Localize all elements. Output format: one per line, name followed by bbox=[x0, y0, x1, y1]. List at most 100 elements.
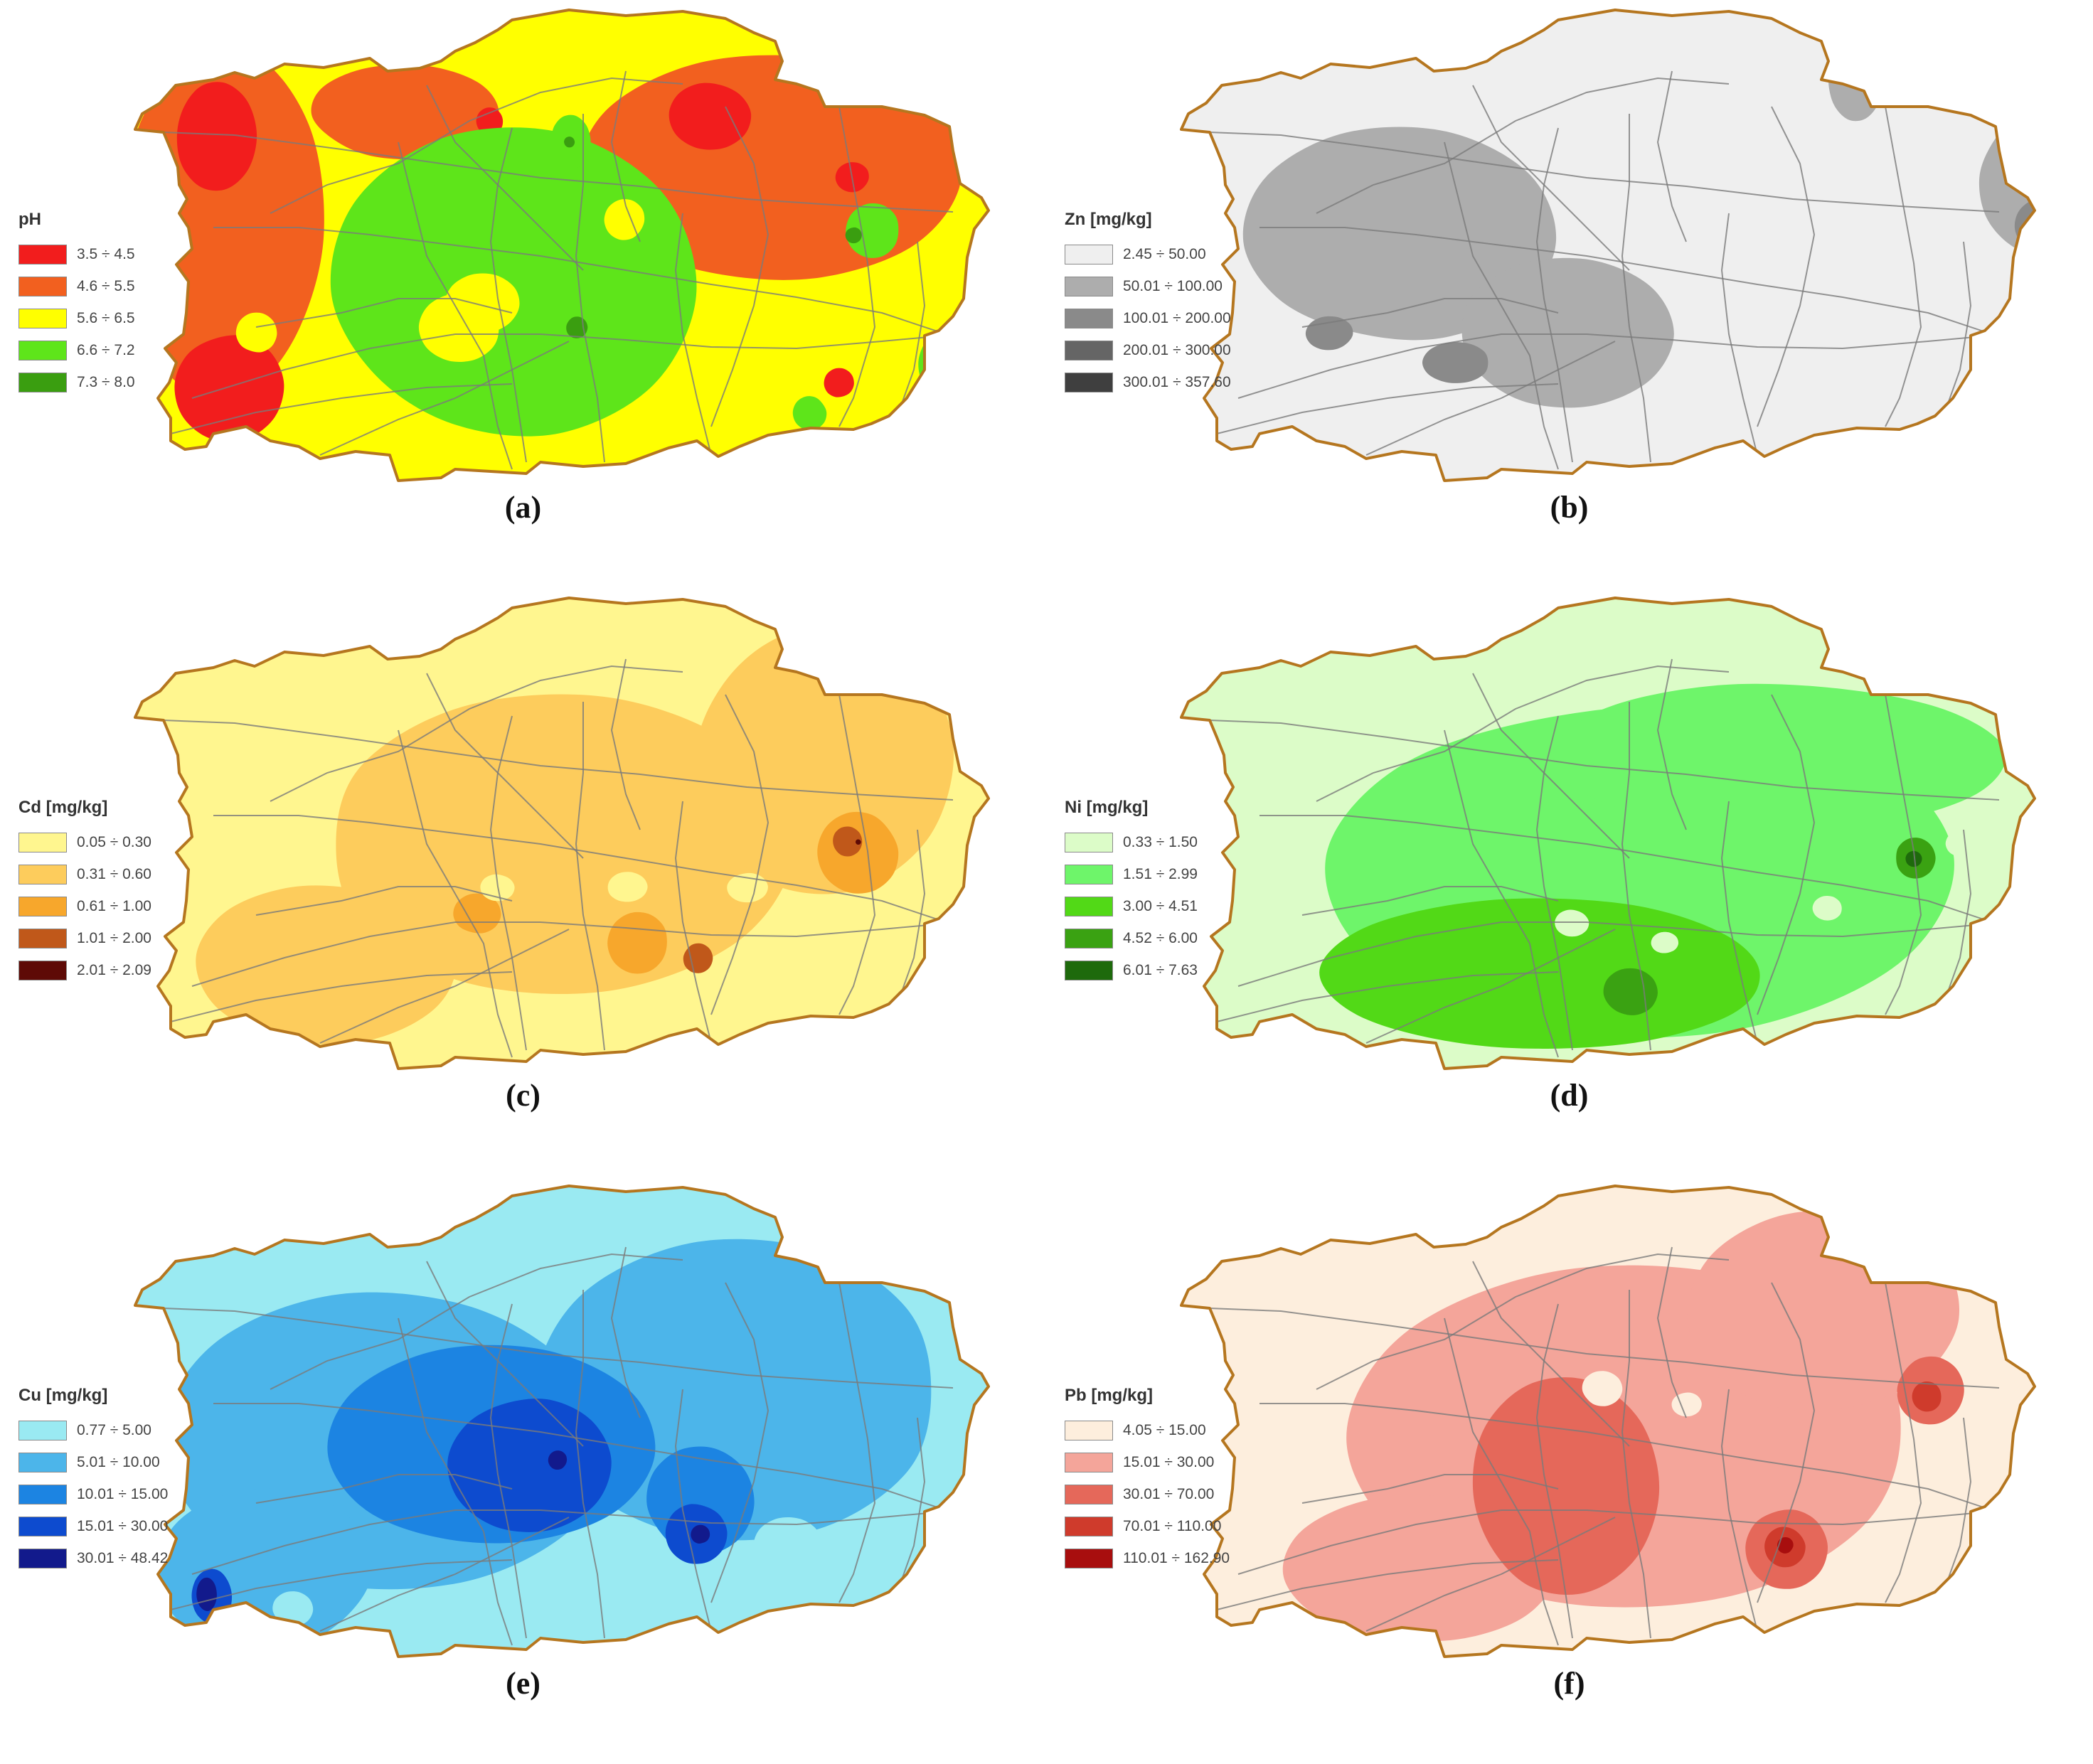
road-line bbox=[1535, 715, 1573, 1051]
map-panel-pb: Pb [mg/kg] 4.05 ÷ 15.00 15.01 ÷ 30.00 30… bbox=[1046, 1176, 2092, 1764]
road-line bbox=[1656, 70, 1687, 242]
legend-label: 30.01 ÷ 48.42 bbox=[77, 1549, 169, 1566]
legend-item: 0.33 ÷ 1.50 bbox=[1065, 826, 1278, 858]
road-line bbox=[610, 1246, 641, 1418]
class-zone bbox=[918, 332, 974, 399]
road-line bbox=[255, 886, 513, 916]
class-zone bbox=[604, 199, 645, 240]
class-zone bbox=[845, 227, 862, 244]
legend-item: 0.77 ÷ 5.00 bbox=[18, 1414, 232, 1446]
study-area-boundary bbox=[1180, 9, 2036, 482]
legend-item: 70.01 ÷ 110.00 bbox=[1065, 1510, 1278, 1542]
road-line bbox=[1942, 241, 1972, 420]
class-zone bbox=[669, 82, 752, 150]
legend-label: 0.77 ÷ 5.00 bbox=[77, 1421, 151, 1438]
legend-item: 2.45 ÷ 50.00 bbox=[1065, 238, 1278, 270]
class-zone bbox=[1905, 850, 1922, 867]
road-line bbox=[674, 1389, 712, 1632]
legend-item: 5.01 ÷ 10.00 bbox=[18, 1446, 232, 1478]
road-line bbox=[838, 1282, 876, 1603]
legend-label: 0.33 ÷ 1.50 bbox=[1123, 833, 1198, 850]
legend-label: 2.45 ÷ 50.00 bbox=[1123, 245, 1206, 262]
road-line bbox=[1301, 886, 1559, 916]
class-zone bbox=[1969, 922, 2035, 1046]
legend-item: 100.01 ÷ 200.00 bbox=[1065, 302, 1278, 334]
road-line bbox=[674, 801, 712, 1044]
road-line bbox=[213, 227, 947, 335]
road-network bbox=[163, 658, 961, 1058]
legend-swatch bbox=[18, 832, 67, 852]
legend-item: 200.01 ÷ 300.00 bbox=[1065, 334, 1278, 366]
legend-label: 100.01 ÷ 200.00 bbox=[1123, 309, 1231, 326]
legend-swatch bbox=[18, 928, 67, 948]
road-line bbox=[1885, 1282, 1922, 1603]
road-line bbox=[270, 77, 683, 214]
legend-item: 300.01 ÷ 357.60 bbox=[1065, 366, 1278, 398]
road-line bbox=[1621, 702, 1651, 1051]
road-line bbox=[170, 971, 513, 1022]
legend-swatch bbox=[18, 372, 67, 392]
class-zone bbox=[753, 1517, 821, 1572]
road-line bbox=[191, 1509, 961, 1575]
panel-caption: (d) bbox=[1550, 1078, 1589, 1113]
class-zone bbox=[336, 694, 794, 995]
class-zone bbox=[1812, 895, 1842, 921]
legend-label: 4.52 ÷ 6.00 bbox=[1123, 929, 1198, 946]
class-zone bbox=[1472, 1377, 1660, 1595]
road-line bbox=[398, 1317, 513, 1646]
road-line bbox=[1316, 665, 1730, 802]
class-zone bbox=[1319, 898, 1760, 1049]
legend-swatch bbox=[18, 1516, 67, 1536]
road-line bbox=[163, 1308, 954, 1389]
class-zone bbox=[196, 885, 457, 1044]
road-network bbox=[163, 1246, 961, 1646]
road-line bbox=[1259, 227, 1993, 335]
road-line bbox=[1942, 1417, 1972, 1596]
road-line bbox=[1535, 1303, 1573, 1639]
class-zone bbox=[174, 335, 284, 442]
road-line bbox=[1535, 127, 1573, 463]
panel-caption: (a) bbox=[504, 490, 542, 525]
legend-label: 2.01 ÷ 2.09 bbox=[77, 961, 151, 978]
road-line bbox=[895, 1417, 926, 1596]
road-line bbox=[1216, 383, 1559, 434]
road-line bbox=[1216, 971, 1559, 1022]
class-zone bbox=[176, 82, 257, 191]
class-zone bbox=[453, 893, 501, 934]
legend-swatch bbox=[1065, 1516, 1113, 1536]
map-panel-ni: Ni [mg/kg] 0.33 ÷ 1.50 1.51 ÷ 2.99 3.00 … bbox=[1046, 588, 2092, 1176]
panel-caption: (e) bbox=[506, 1666, 540, 1701]
legend-swatch bbox=[1065, 244, 1113, 264]
legend-swatch bbox=[18, 1452, 67, 1472]
road-line bbox=[1259, 815, 1993, 923]
legend-item: 4.52 ÷ 6.00 bbox=[1065, 922, 1278, 954]
legend-item: 7.3 ÷ 8.0 bbox=[18, 366, 232, 398]
legend-label: 6.01 ÷ 7.63 bbox=[1123, 961, 1198, 978]
class-zone bbox=[856, 839, 861, 845]
legend-title: Cd [mg/kg] bbox=[18, 798, 108, 817]
class-zone bbox=[1912, 1449, 1943, 1474]
legend-swatch bbox=[1065, 340, 1113, 360]
legend-label: 15.01 ÷ 30.00 bbox=[77, 1517, 169, 1534]
road-line bbox=[1237, 921, 2007, 987]
cd-map bbox=[134, 597, 990, 1070]
legend-title: pH bbox=[18, 210, 41, 229]
legend-swatch bbox=[18, 864, 67, 884]
class-zone bbox=[1582, 1371, 1623, 1406]
legend-label: 0.05 ÷ 0.30 bbox=[77, 833, 151, 850]
map-panel-ph: pH 3.5 ÷ 4.5 4.6 ÷ 5.5 5.6 ÷ 6.5 6.6 ÷ 7… bbox=[0, 0, 1046, 588]
study-area-boundary bbox=[134, 1185, 990, 1658]
legend-item: 3.5 ÷ 4.5 bbox=[18, 238, 232, 270]
legend-label: 7.3 ÷ 8.0 bbox=[77, 373, 135, 390]
road-line bbox=[838, 694, 876, 1015]
legend-swatch bbox=[1065, 1420, 1113, 1440]
road-line bbox=[1301, 298, 1559, 328]
study-area-boundary bbox=[1180, 597, 2036, 1070]
pb-map bbox=[1180, 1185, 2036, 1658]
legend-item: 10.01 ÷ 15.00 bbox=[18, 1478, 232, 1510]
map-panel-cd: Cd [mg/kg] 0.05 ÷ 0.30 0.31 ÷ 0.60 0.61 … bbox=[0, 588, 1046, 1176]
road-network bbox=[1209, 70, 2007, 470]
road-line bbox=[1885, 106, 1922, 427]
road-line bbox=[1757, 1282, 1816, 1603]
class-zone bbox=[950, 1561, 989, 1616]
